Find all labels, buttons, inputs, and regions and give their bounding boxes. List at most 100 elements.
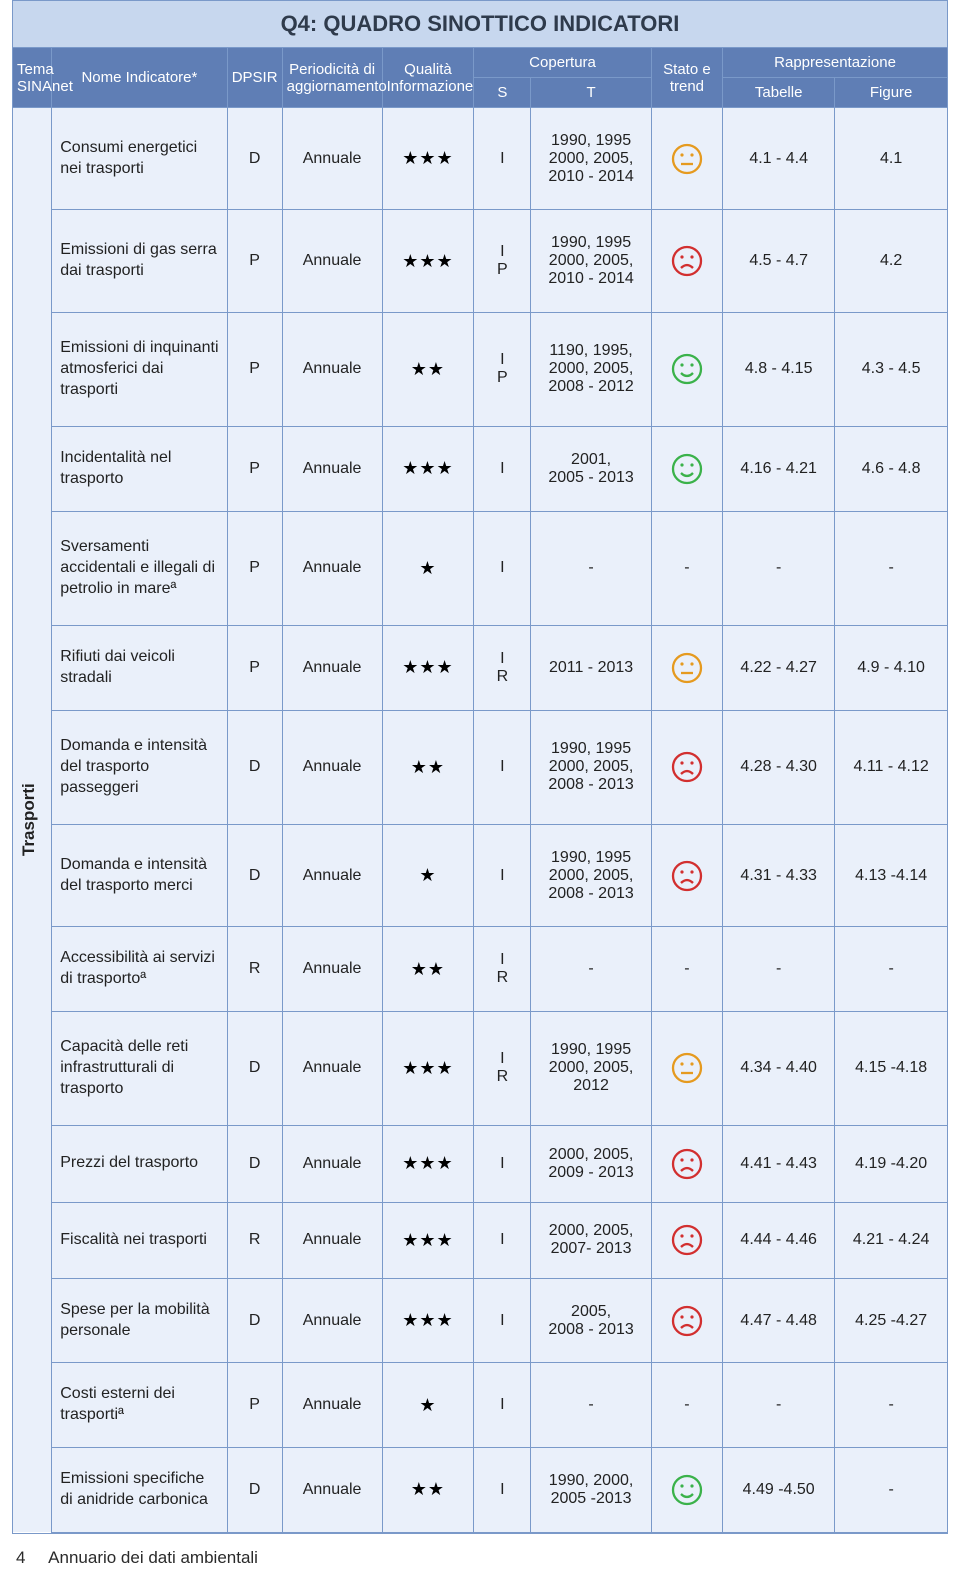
col-s: S: [474, 78, 531, 108]
cell-coverage-t: 2005, 2008 - 2013: [531, 1278, 651, 1362]
cell-coverage-t: 1990, 1995 2000, 2005, 2010 - 2014: [531, 108, 651, 210]
cell-tab: 4.5 - 4.7: [723, 210, 835, 312]
cell-stars: ★★: [382, 927, 474, 1011]
footer-text: Annuario dei dati ambientali: [48, 1548, 258, 1567]
cell-dpsir: P: [227, 210, 282, 312]
cell-coverage-t: 2011 - 2013: [531, 626, 651, 710]
col-tab: Tabelle: [723, 78, 835, 108]
cell-stars: ★: [382, 824, 474, 926]
cell-coverage-s: I: [474, 427, 531, 511]
cell-indicator: Incidentalità nel trasporto: [52, 427, 227, 511]
cell-trend: [651, 1278, 722, 1362]
cell-trend: [651, 1011, 722, 1125]
cell-fig: -: [835, 927, 947, 1011]
cell-tab: 4.41 - 4.43: [723, 1126, 835, 1202]
cell-coverage-t: 1990, 1995 2000, 2005, 2010 - 2014: [531, 210, 651, 312]
cell-dpsir: D: [227, 1126, 282, 1202]
cell-period: Annuale: [282, 824, 382, 926]
cell-fig: -: [835, 511, 947, 625]
cell-tab: 4.22 - 4.27: [723, 626, 835, 710]
cell-dpsir: P: [227, 427, 282, 511]
cell-coverage-s: I P: [474, 312, 531, 426]
col-fig: Figure: [835, 78, 947, 108]
table-row: Prezzi del trasportoDAnnuale★★★I2000, 20…: [13, 1126, 947, 1202]
table-row: Fiscalità nei trasportiRAnnuale★★★I2000,…: [13, 1202, 947, 1278]
cell-stars: ★: [382, 511, 474, 625]
cell-dpsir: D: [227, 1011, 282, 1125]
cell-stars: ★★★: [382, 1278, 474, 1362]
cell-tab: 4.47 - 4.48: [723, 1278, 835, 1362]
cell-trend: -: [651, 511, 722, 625]
cell-coverage-s: I R: [474, 927, 531, 1011]
cell-stars: ★★: [382, 710, 474, 824]
cell-coverage-t: -: [531, 1363, 651, 1447]
table-row: TrasportiConsumi energetici nei trasport…: [13, 108, 947, 210]
page-footer: 4 Annuario dei dati ambientali: [12, 1534, 948, 1572]
cell-coverage-t: 2000, 2005, 2009 - 2013: [531, 1126, 651, 1202]
cell-indicator: Prezzi del trasporto: [52, 1126, 227, 1202]
cell-tab: 4.31 - 4.33: [723, 824, 835, 926]
table-row: Domanda e intensità del trasporto passeg…: [13, 710, 947, 824]
cell-fig: -: [835, 1363, 947, 1447]
cell-coverage-t: 1990, 1995 2000, 2005, 2012: [531, 1011, 651, 1125]
cell-period: Annuale: [282, 710, 382, 824]
cell-stars: ★★: [382, 312, 474, 426]
cell-trend: -: [651, 1363, 722, 1447]
cell-period: Annuale: [282, 108, 382, 210]
cell-indicator: Domanda e intensità del trasporto passeg…: [52, 710, 227, 824]
cell-indicator: Consumi energetici nei trasporti: [52, 108, 227, 210]
page: Q4: QUADRO SINOTTICO INDICATORI Tema SIN…: [0, 0, 960, 1584]
table-row: Spese per la mobilità personaleDAnnuale★…: [13, 1278, 947, 1362]
table-row: Costi esterni dei trasportiªPAnnuale★I--…: [13, 1363, 947, 1447]
cell-coverage-t: 1990, 1995 2000, 2005, 2008 - 2013: [531, 824, 651, 926]
cell-coverage-t: 2000, 2005, 2007- 2013: [531, 1202, 651, 1278]
cell-coverage-s: I R: [474, 626, 531, 710]
cell-period: Annuale: [282, 1278, 382, 1362]
cell-indicator: Spese per la mobilità personale: [52, 1278, 227, 1362]
cell-dpsir: P: [227, 1363, 282, 1447]
theme-label: Trasporti: [19, 116, 39, 1524]
col-rappr: Rappresentazione: [723, 48, 947, 78]
col-dpsir: DPSIR: [227, 48, 282, 108]
cell-tab: -: [723, 1363, 835, 1447]
table-row: Domanda e intensità del trasporto merciD…: [13, 824, 947, 926]
table-header: Tema SINAnet Nome Indicatore* DPSIR Peri…: [13, 48, 947, 108]
cell-trend: [651, 626, 722, 710]
cell-indicator: Emissioni specifiche di anidride carboni…: [52, 1447, 227, 1532]
cell-stars: ★★★: [382, 1126, 474, 1202]
table-row: Emissioni di inquinanti atmosferici dai …: [13, 312, 947, 426]
cell-period: Annuale: [282, 1202, 382, 1278]
cell-fig: 4.15 -4.18: [835, 1011, 947, 1125]
cell-dpsir: P: [227, 626, 282, 710]
theme-cell: Trasporti: [13, 108, 52, 1533]
cell-dpsir: D: [227, 710, 282, 824]
cell-trend: [651, 1126, 722, 1202]
table-row: Capacità delle reti infrastrutturali di …: [13, 1011, 947, 1125]
cell-coverage-t: -: [531, 511, 651, 625]
cell-period: Annuale: [282, 511, 382, 625]
cell-tab: 4.44 - 4.46: [723, 1202, 835, 1278]
cell-dpsir: R: [227, 927, 282, 1011]
cell-trend: [651, 210, 722, 312]
cell-fig: 4.13 -4.14: [835, 824, 947, 926]
cell-dpsir: D: [227, 1447, 282, 1532]
table-row: Accessibilità ai servizi di trasportoªRA…: [13, 927, 947, 1011]
cell-tab: 4.49 -4.50: [723, 1447, 835, 1532]
table-body: Trasporti Consumi energetici nei trasport…: [13, 108, 947, 1533]
cell-coverage-s: I: [474, 511, 531, 625]
col-copertura: Copertura: [474, 48, 651, 78]
cell-period: Annuale: [282, 626, 382, 710]
cell-coverage-t: 1990, 1995 2000, 2005, 2008 - 2013: [531, 710, 651, 824]
col-period: Periodicità di aggiornamento: [282, 48, 382, 108]
cell-coverage-s: I P: [474, 210, 531, 312]
cell-stars: ★★★: [382, 626, 474, 710]
cell-stars: ★★★: [382, 210, 474, 312]
cell-fig: 4.19 -4.20: [835, 1126, 947, 1202]
cell-tab: 4.1 - 4.4: [723, 108, 835, 210]
cell-coverage-s: I: [474, 1447, 531, 1532]
cell-dpsir: D: [227, 1278, 282, 1362]
cell-indicator: Emissioni di gas serra dai trasporti: [52, 210, 227, 312]
page-number: 4: [16, 1548, 25, 1567]
cell-trend: [651, 824, 722, 926]
cell-stars: ★★: [382, 1447, 474, 1532]
